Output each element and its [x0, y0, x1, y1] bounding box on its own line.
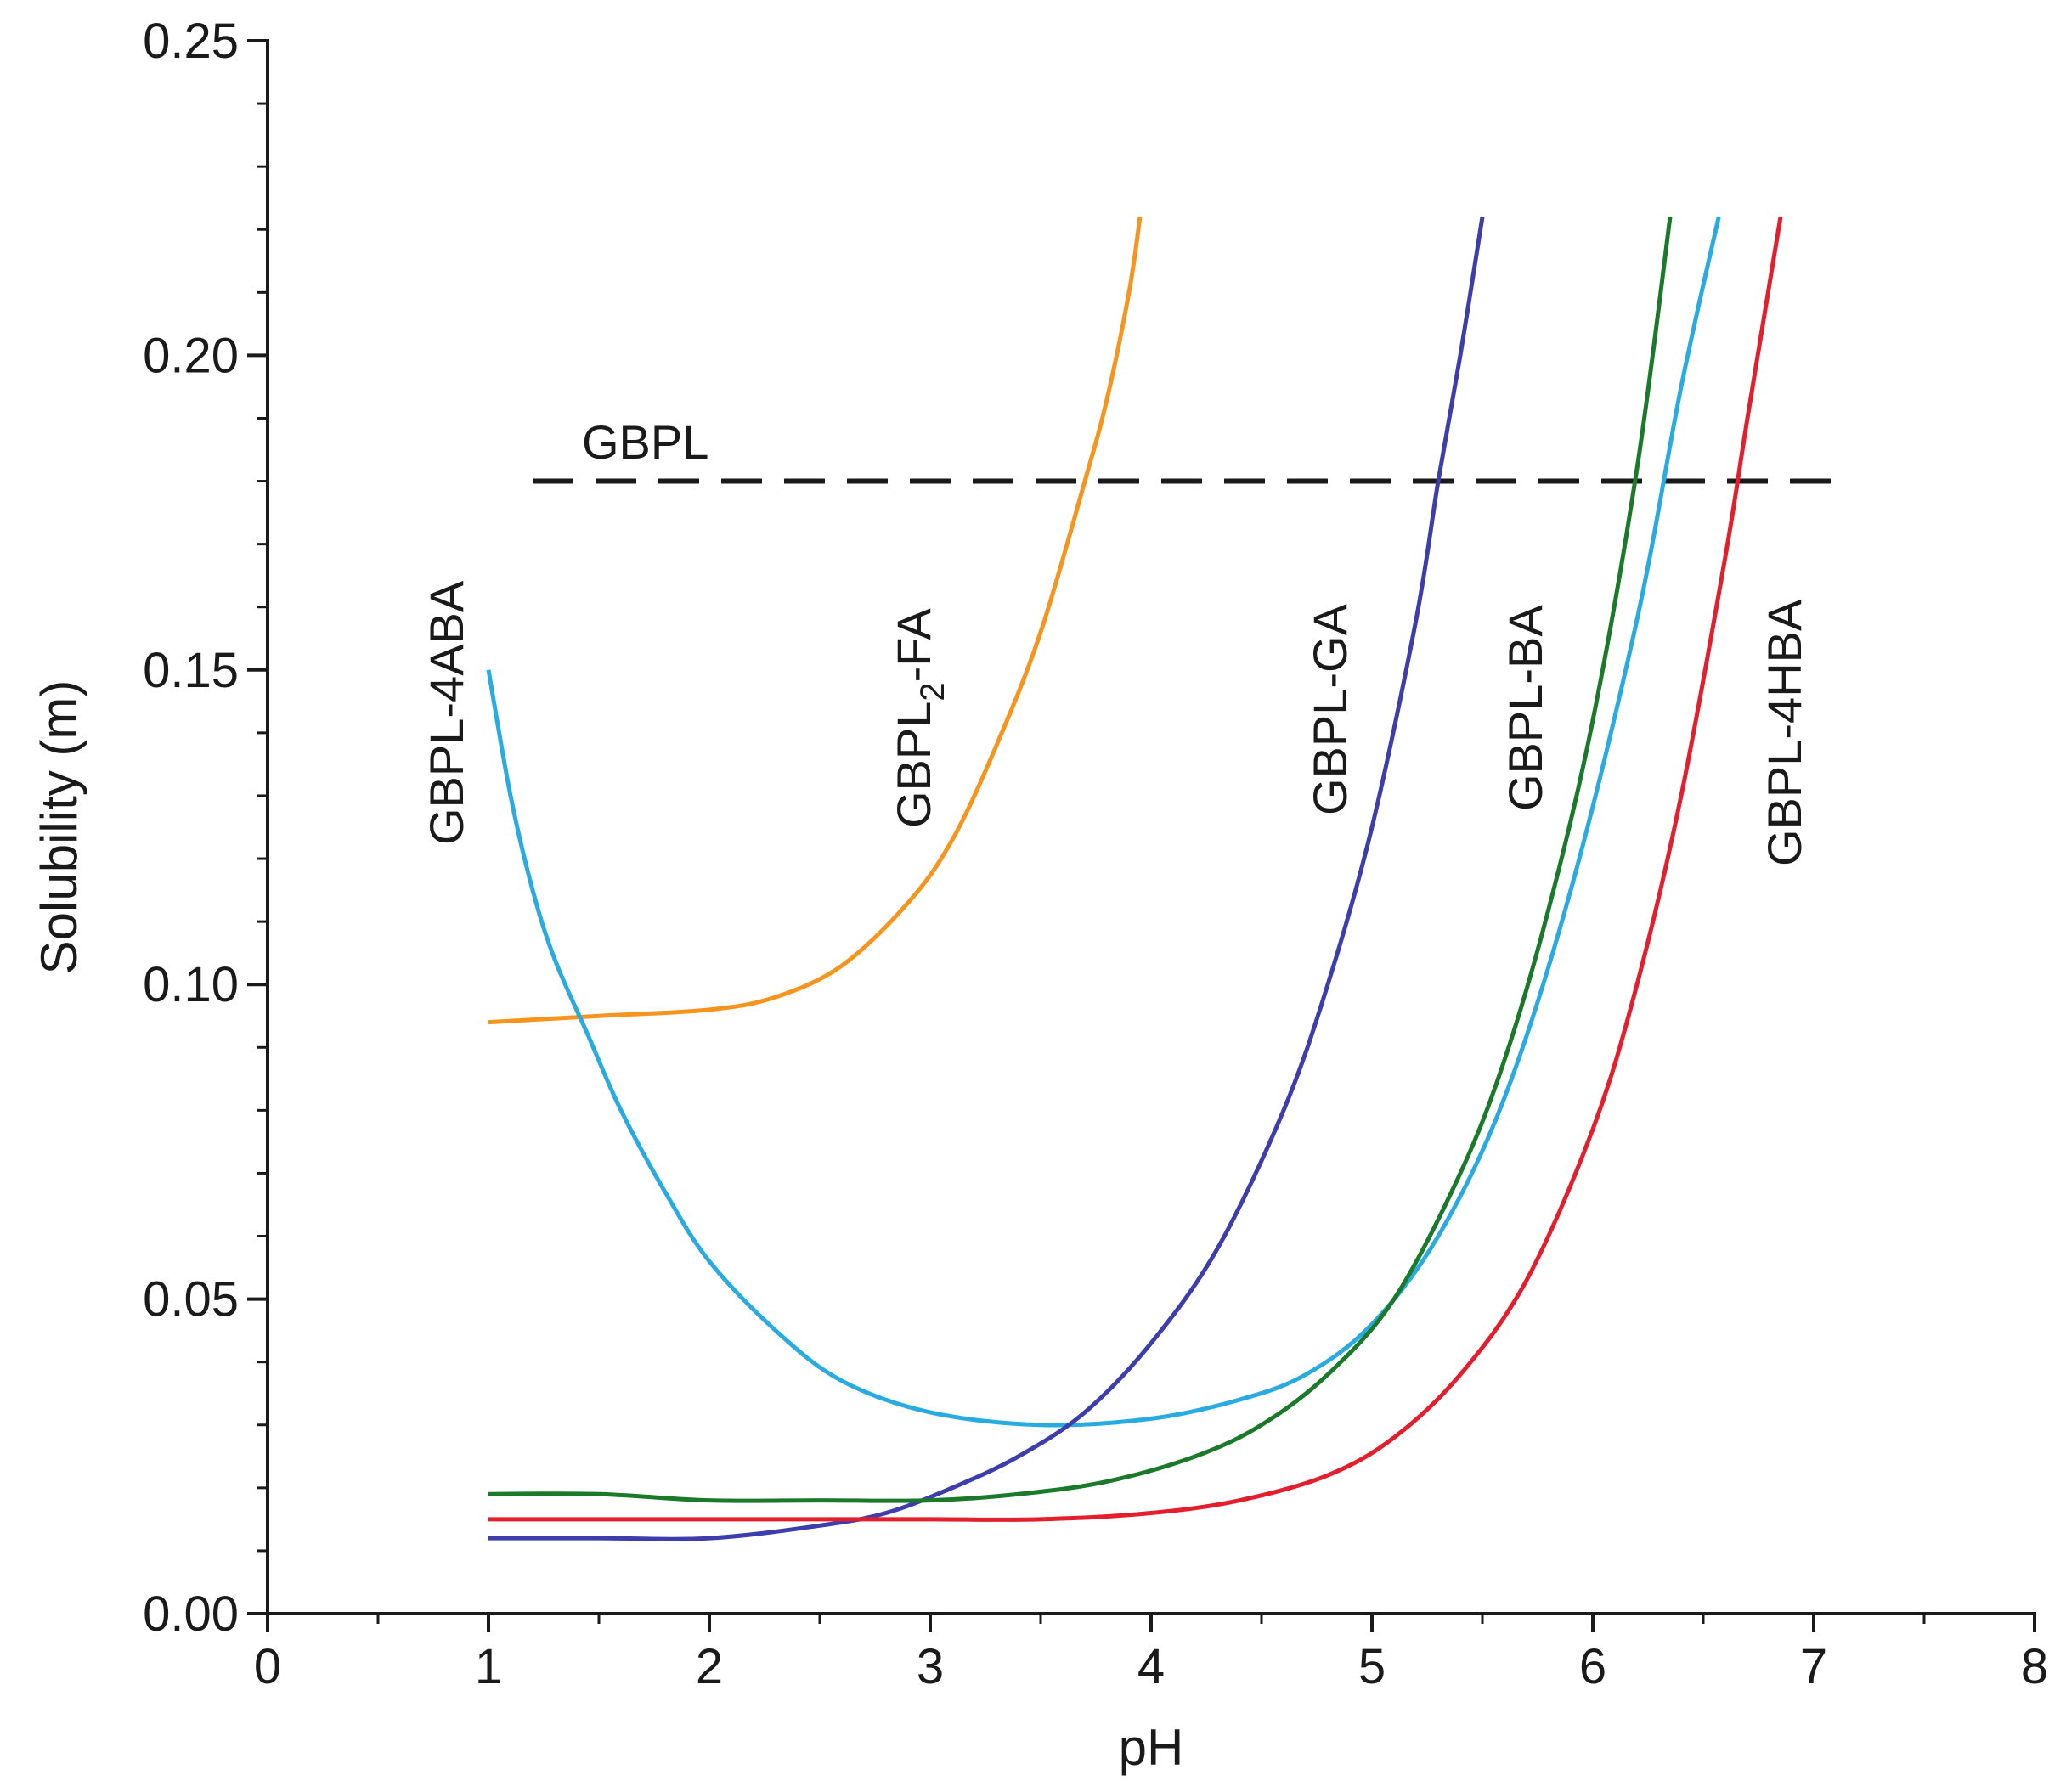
y-tick-label: 0.20 [143, 328, 239, 383]
y-tick-label: 0.00 [143, 1586, 239, 1642]
x-tick-label: 1 [475, 1639, 502, 1694]
y-tick-label: 0.15 [143, 643, 239, 698]
x-tick-label: 2 [696, 1639, 723, 1694]
y-tick-label: 0.25 [143, 14, 239, 69]
x-tick-label: 4 [1137, 1639, 1165, 1694]
series-label-gbpl2-fa-tail: -FA [887, 608, 940, 683]
x-tick-label: 5 [1358, 1639, 1386, 1694]
series-label-gbpl-ga: GBPL-GA [1303, 603, 1357, 815]
series-line-gbpl-4hba [488, 217, 1783, 1522]
series-label-gbpl-ba: GBPL-BA [1499, 605, 1552, 811]
series-line-gbpl-4aba [486, 216, 1721, 1428]
series-label-gbpl2-fa-main: GBPL [887, 702, 940, 828]
x-tick-label: 7 [1800, 1639, 1827, 1694]
series-label-gbpl-4hba: GBPL-4HBA [1758, 599, 1811, 866]
y-ticks: 0.00 0.05 0.10 0.15 0.20 0.25 [143, 14, 268, 1642]
series-line-gbpl-ga [488, 217, 1485, 1541]
x-tick-label: 8 [2021, 1639, 2048, 1694]
x-tick-label: 0 [254, 1639, 281, 1694]
y-tick-label: 0.10 [143, 957, 239, 1012]
x-axis-title: pH [1119, 1719, 1184, 1776]
series-label-gbpl2-fa-sub: 2 [914, 682, 951, 701]
axes: 0 1 2 3 4 5 6 7 8 0.00 0.05 0.10 0.15 0.20 0.25 [143, 14, 2048, 1694]
series-label-gbpl2-fa: GBPL2-FA [887, 608, 951, 828]
series-line-gbpl-ba [488, 217, 1673, 1503]
y-axis-title: Solubility (m) [31, 680, 87, 975]
series-layer [486, 216, 1836, 1541]
y-tick-label: 0.05 [143, 1272, 239, 1327]
label-layer: GBPL GBPL2-FA GBPL-4ABA GBPL-GA GBPL-BA … [420, 415, 1811, 866]
series-label-gbpl: GBPL [582, 415, 708, 469]
x-tick-label: 6 [1579, 1639, 1606, 1694]
x-tick-label: 3 [917, 1639, 944, 1694]
x-ticks: 0 1 2 3 4 5 6 7 8 [254, 1614, 2048, 1694]
series-line-gbpl2-fa [488, 217, 1143, 1025]
series-label-gbpl-4aba: GBPL-4ABA [420, 580, 473, 845]
